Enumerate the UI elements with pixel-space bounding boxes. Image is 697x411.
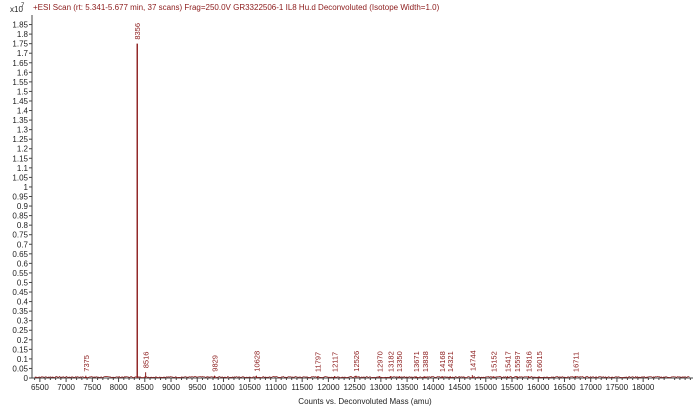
x-tick-label: 13500 — [396, 383, 419, 392]
y-tick-label: 0.7 — [17, 240, 29, 249]
y-tick-label: 1 — [24, 183, 29, 192]
y-tick-label: 1.3 — [17, 126, 29, 135]
y-tick-label: 1.25 — [12, 135, 28, 144]
y-tick-label: 0.1 — [17, 355, 29, 364]
peak-label: 13182 — [386, 351, 395, 372]
y-tick-label: 1.6 — [17, 68, 29, 77]
y-tick-label: 0.4 — [17, 298, 29, 307]
y-tick-label: 0 — [24, 374, 29, 383]
y-tick-label: 1.45 — [12, 97, 28, 106]
x-tick-label: 12000 — [317, 383, 340, 392]
y-exponent-base: x10 — [10, 5, 23, 14]
y-tick-label: 1.55 — [12, 78, 28, 87]
x-tick-label: 10500 — [239, 383, 262, 392]
y-exponent-power: 7 — [21, 3, 25, 9]
y-tick-label: 1.35 — [12, 116, 28, 125]
x-tick-label: 14000 — [422, 383, 445, 392]
y-tick-label: 1.75 — [12, 40, 28, 49]
x-tick-label: 9500 — [188, 383, 206, 392]
peak-label: 15597 — [513, 351, 522, 372]
y-tick-label: 0.75 — [12, 231, 28, 240]
y-tick-label: 0.2 — [17, 336, 29, 345]
peak-label: 8356 — [133, 23, 142, 40]
peak-label: 13671 — [412, 351, 421, 372]
peak-label: 8516 — [142, 352, 151, 369]
peak-label: 12970 — [375, 351, 384, 372]
x-tick-label: 6500 — [31, 383, 49, 392]
peak-label: 10628 — [252, 351, 261, 372]
x-axis-ticks: 6500 7000 7500 8000 8500 9000 9500 10000 10500 11… — [31, 378, 691, 392]
y-tick-label: 0.25 — [12, 326, 28, 335]
y-tick-label: 0.9 — [17, 202, 29, 211]
x-tick-label: 7000 — [57, 383, 75, 392]
y-tick-label: 1.4 — [17, 107, 29, 116]
x-tick-label: 10000 — [212, 383, 235, 392]
x-tick-label: 8500 — [136, 383, 154, 392]
y-tick-label: 0.6 — [17, 259, 29, 268]
y-tick-label: 0.05 — [12, 364, 28, 373]
y-tick-label: 1.15 — [12, 154, 28, 163]
x-tick-label: 17500 — [606, 383, 629, 392]
peak-label: 14744 — [468, 350, 477, 371]
y-tick-label: 0.5 — [17, 278, 29, 287]
baseline-noise — [34, 375, 690, 379]
x-tick-label: 11000 — [265, 383, 287, 392]
x-tick-label: 16000 — [527, 383, 550, 392]
x-tick-label: 8000 — [110, 383, 128, 392]
baseline-noise-trace — [34, 375, 690, 379]
peak-label: 7375 — [82, 355, 91, 372]
y-tick-label: 0.65 — [12, 250, 28, 259]
y-tick-label: 0.3 — [17, 317, 29, 326]
x-tick-label: 18000 — [632, 383, 655, 392]
peak-label: 16711 — [572, 352, 581, 372]
x-tick-label: 7500 — [83, 383, 101, 392]
peak-label: 14321 — [446, 351, 455, 372]
y-tick-label: 0.45 — [12, 288, 28, 297]
x-tick-label: 12500 — [344, 383, 367, 392]
y-tick-label: 0.8 — [17, 221, 29, 230]
y-tick-label: 0.55 — [12, 269, 28, 278]
x-tick-label: 16500 — [553, 383, 576, 392]
y-tick-label: 1.1 — [17, 164, 29, 173]
peak-label: 12526 — [352, 351, 361, 372]
y-axis-ticks: 00.050.10.150.20.250.30.350.40.450.50.55… — [12, 21, 32, 383]
x-tick-label: 15500 — [501, 383, 524, 392]
y-tick-label: 0.35 — [12, 307, 28, 316]
y-tick-label: 1.7 — [17, 49, 29, 58]
y-tick-label: 1.8 — [17, 30, 29, 39]
peak-label: 13350 — [395, 351, 404, 372]
peak-label: 14168 — [438, 351, 447, 372]
x-tick-label: 13000 — [370, 383, 393, 392]
peak-label: 16015 — [535, 351, 544, 372]
y-tick-label: 1.05 — [12, 173, 28, 182]
x-axis-label: Counts vs. Deconvoluted Mass (amu) — [298, 397, 432, 406]
peak-label: 11797 — [314, 352, 323, 372]
y-tick-label: 0.15 — [12, 345, 28, 354]
y-tick-label: 1.5 — [17, 87, 29, 96]
y-tick-label: 0.85 — [12, 212, 28, 221]
chart-title: +ESI Scan (rt: 5.341-5.677 min, 37 scans… — [33, 3, 440, 12]
y-tick-label: 0.95 — [12, 193, 28, 202]
spectrum-peaks — [85, 43, 577, 378]
peak-label: 13838 — [421, 351, 430, 372]
y-tick-label: 1.85 — [12, 21, 28, 30]
x-tick-label: 14500 — [448, 383, 471, 392]
x-tick-label: 11500 — [291, 383, 313, 392]
x-tick-label: 15000 — [475, 383, 498, 392]
peak-label: 12117 — [331, 352, 340, 372]
x-tick-label: 17000 — [580, 383, 603, 392]
peak-label: 9829 — [211, 355, 220, 372]
x-tick-label: 9000 — [162, 383, 180, 392]
y-tick-label: 1.2 — [17, 145, 29, 154]
y-tick-label: 1.65 — [12, 59, 28, 68]
peak-label: 15417 — [504, 351, 513, 372]
peak-labels: 7375 8356 8516 9829 10628 11797 12117 12526 1297… — [82, 23, 581, 372]
peak-label: 15152 — [490, 351, 499, 372]
peak-label: 15816 — [525, 351, 534, 372]
